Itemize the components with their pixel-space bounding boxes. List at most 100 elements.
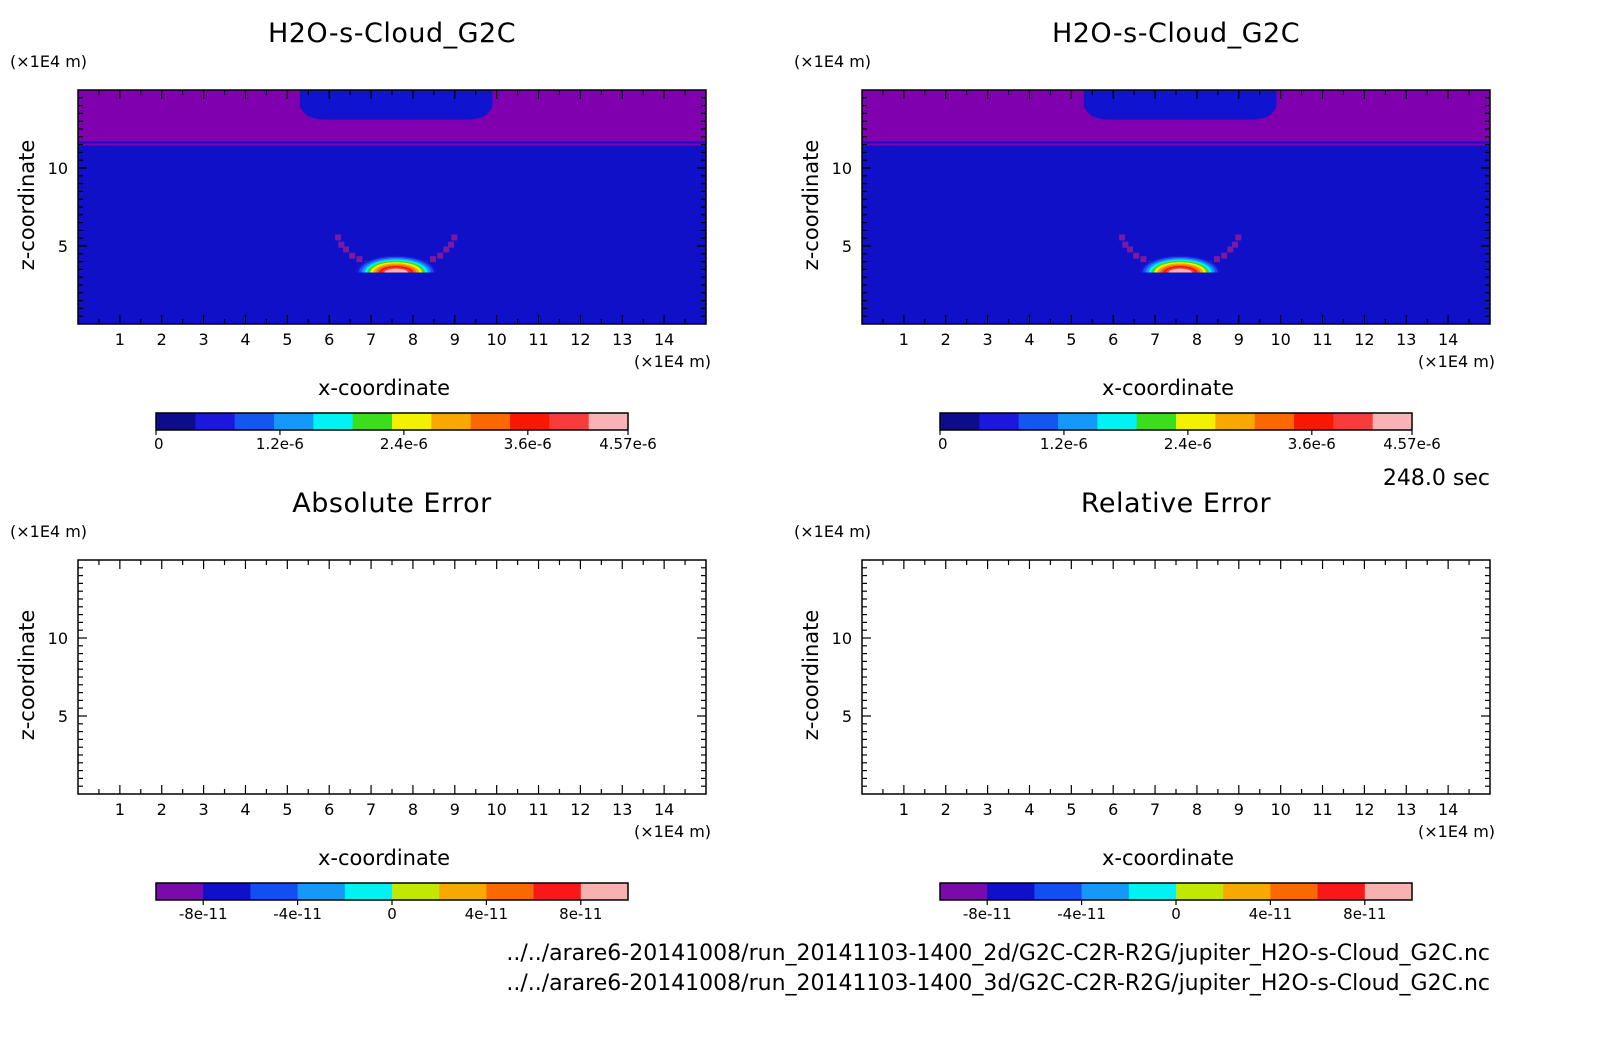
colorbar-swatch (313, 413, 354, 430)
y-tick-label: 5 (841, 237, 852, 256)
halo-cell (1122, 241, 1129, 248)
colorbar-tick-label: 4e-11 (1248, 905, 1293, 923)
x-axis-label: x-coordinate (318, 846, 451, 870)
x-tick-label: 8 (407, 800, 419, 819)
x-tick-label: 6 (1108, 800, 1119, 819)
colorbar-tick-label: 4.57e-6 (599, 435, 657, 453)
x-tick-label: 2 (156, 800, 167, 819)
x-tick-label: 7 (1149, 330, 1161, 349)
x-tick-label: 2 (156, 330, 167, 349)
y-tick-label: 10 (47, 159, 68, 178)
top-cap (1083, 90, 1277, 120)
halo-cell (335, 234, 342, 241)
colorbar-swatch (234, 413, 275, 430)
x-tick-label: 12 (1354, 800, 1375, 819)
y-axis-label: z-coordinate (799, 609, 823, 741)
x-tick-label: 14 (653, 330, 675, 349)
x-tick-label: 7 (365, 800, 377, 819)
x-tick-label: 3 (982, 330, 993, 349)
halo-cell (437, 252, 444, 259)
x-tick-label: 12 (570, 330, 591, 349)
colorbar-tick-label: -4e-11 (273, 905, 322, 923)
colorbar-tick-label: -4e-11 (1057, 905, 1106, 923)
colorbar-swatch (1215, 413, 1256, 430)
plot-area (861, 89, 1491, 325)
colorbar-swatch (1254, 413, 1295, 430)
colorbar (155, 412, 629, 435)
colorbar-swatch (431, 413, 472, 430)
colorbar-tick-label: 8e-11 (1343, 905, 1387, 923)
x-axis-unit: (×1E4 m) (634, 352, 712, 371)
x-tick-label: 5 (282, 330, 293, 349)
x-tick-label: 9 (449, 330, 460, 349)
x-tick-label: 3 (198, 800, 209, 819)
colorbar-tick-label: 3.6e-6 (1287, 435, 1336, 453)
colorbar-swatch (1018, 413, 1059, 430)
x-tick-label: 3 (198, 330, 209, 349)
colorbar-swatch (1270, 883, 1319, 900)
plot-area (77, 559, 707, 795)
x-tick-label: 11 (528, 800, 549, 819)
cloud (356, 255, 437, 273)
colorbar-swatch (352, 413, 393, 430)
x-tick-label: 3 (982, 800, 993, 819)
colorbar-swatch (470, 413, 511, 430)
x-tick-label: 9 (1233, 800, 1244, 819)
halo-cell (429, 256, 436, 263)
cloud-level-11 (384, 268, 408, 273)
x-tick-label: 2 (940, 330, 951, 349)
halo-cell (1221, 252, 1228, 259)
x-tick-label: 4 (1024, 330, 1035, 349)
x-tick-label: 11 (528, 330, 549, 349)
colorbar-tick-label: 0 (387, 905, 397, 923)
colorbar-swatch (1097, 413, 1138, 430)
plot-area (77, 89, 707, 325)
x-tick-label: 10 (1270, 330, 1291, 349)
y-tick-label: 10 (831, 629, 852, 648)
panel-title: Absolute Error (292, 488, 492, 519)
x-tick-label: 5 (1066, 330, 1077, 349)
x-tick-label: 10 (1270, 800, 1291, 819)
colorbar-tick-label: 2.4e-6 (379, 435, 428, 453)
colorbar-tick-label: 0 (938, 435, 948, 453)
plot-frame (861, 559, 1491, 795)
x-tick-label: 14 (1437, 330, 1459, 349)
x-tick-label: 1 (114, 800, 125, 819)
colorbar-swatch (392, 883, 440, 900)
halo-cell (1119, 234, 1126, 241)
x-tick-label: 4 (1024, 800, 1035, 819)
colorbar-swatch (580, 883, 629, 900)
halo-cell (338, 241, 345, 248)
x-tick-label: 14 (1437, 800, 1459, 819)
y-tick-label: 5 (841, 707, 852, 726)
halo-cell (1213, 256, 1220, 263)
x-tick-label: 1 (898, 330, 909, 349)
colorbar-tick-label: 3.6e-6 (503, 435, 552, 453)
y-tick-label: 5 (57, 237, 68, 256)
colorbar-swatch (1136, 413, 1177, 430)
x-tick-label: 11 (1312, 330, 1333, 349)
y-axis-unit: (×1E4 m) (10, 522, 88, 541)
x-axis-label: x-coordinate (1102, 376, 1235, 400)
x-tick-label: 5 (1066, 800, 1077, 819)
y-axis-label: z-coordinate (15, 139, 39, 271)
y-tick-label: 10 (47, 629, 68, 648)
halo-cell (443, 246, 450, 253)
colorbar-swatch (1364, 883, 1413, 900)
plot-area (861, 559, 1491, 795)
cloud (1140, 255, 1221, 273)
colorbar-swatch (588, 413, 629, 430)
x-tick-label: 6 (1108, 330, 1119, 349)
halo-cell (356, 256, 363, 263)
x-tick-label: 6 (324, 800, 335, 819)
colorbar (939, 882, 1413, 905)
x-tick-label: 13 (1396, 800, 1417, 819)
colorbar-tick-label: 4e-11 (464, 905, 509, 923)
plot-frame (77, 559, 707, 795)
colorbar-tick-label: 4.57e-6 (1383, 435, 1441, 453)
colorbar-tick-label: 0 (1171, 905, 1181, 923)
y-axis-unit: (×1E4 m) (794, 52, 872, 71)
halo-cell (1227, 246, 1234, 253)
x-tick-label: 13 (612, 330, 633, 349)
x-tick-label: 8 (1191, 800, 1203, 819)
